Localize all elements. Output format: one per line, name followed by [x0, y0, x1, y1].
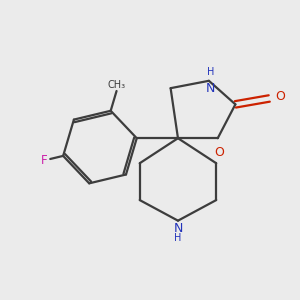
Text: H: H	[207, 67, 214, 77]
Text: F: F	[40, 154, 47, 167]
Text: N: N	[206, 82, 215, 95]
Text: N: N	[173, 222, 183, 235]
Text: H: H	[174, 233, 182, 243]
Text: CH₃: CH₃	[107, 80, 126, 89]
Text: O: O	[214, 146, 224, 160]
Text: O: O	[275, 91, 285, 103]
